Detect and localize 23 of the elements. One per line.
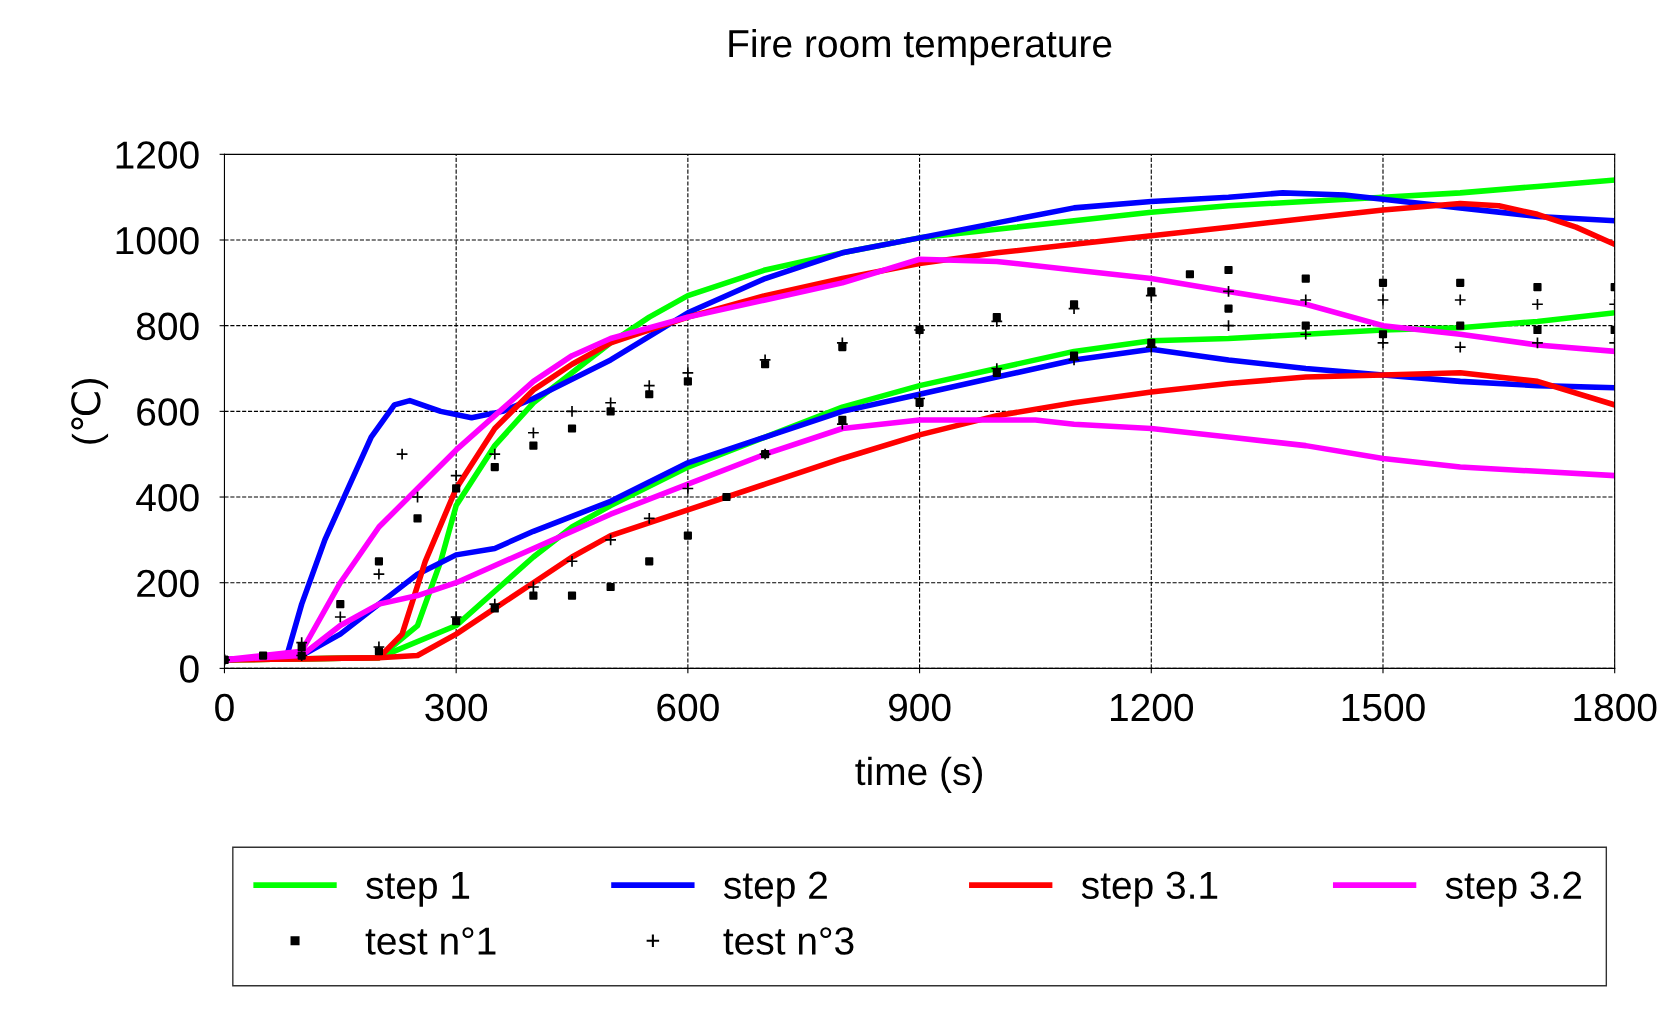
legend-label: step 3.1: [1081, 871, 1218, 907]
y-tick-label: 800: [136, 312, 199, 341]
legend-label: step 2: [723, 871, 827, 907]
x-tick-label: 1800: [1574, 693, 1657, 722]
x-tick-label: 600: [657, 693, 719, 722]
y-tick-label: 0: [180, 655, 199, 683]
legend-label: test n°3: [723, 927, 854, 955]
x-axis-title: time (s): [855, 756, 982, 793]
x-tick-label: 900: [888, 693, 951, 722]
y-tick-label: 600: [137, 398, 199, 426]
chart-title: Fire room temperature: [729, 28, 1112, 66]
legend-label: step 3.2: [1445, 871, 1582, 907]
legend-label: step 1: [366, 871, 470, 907]
y-axis-title: (℃): [71, 378, 109, 444]
y-tick-label: 1200: [116, 141, 199, 169]
y-tick-label: 1000: [116, 226, 199, 255]
y-tick-label: 400: [136, 483, 199, 512]
legend-label: test n°1: [365, 927, 496, 955]
x-tick-label: 1200: [1111, 693, 1194, 722]
x-tick-label: 1500: [1342, 693, 1425, 722]
x-tick-label: 300: [425, 693, 488, 722]
y-tick-label: 200: [137, 569, 199, 598]
x-tick-label: 0: [215, 693, 234, 722]
